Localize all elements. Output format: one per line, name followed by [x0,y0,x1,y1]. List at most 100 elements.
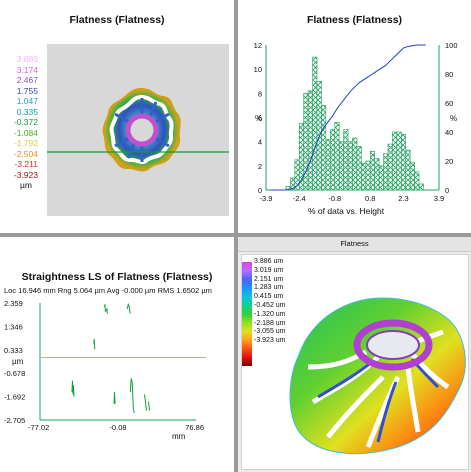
legend-value: 1.047 [16,96,38,106]
y-tick-label: -1.692 [4,393,25,402]
colorbar-label: -2.188 um [254,319,286,327]
y-tick-label: -0.678 [4,369,25,378]
unit-label: µm [12,357,24,366]
legend-value: -2.504 [13,148,38,159]
histogram-bar [400,134,407,191]
straightness-chart: 2.359 1.346 0.333 -0.678 -1.692 -2.705-77.02 -… [4,299,206,432]
colorbar-label: 3.886 um [254,258,284,265]
histogram-bar [361,163,367,191]
flatness-map-image [47,87,229,172]
histogram-bar [347,141,353,191]
histogram-bar [307,90,313,191]
x-tick-label: -77.02 [28,423,49,432]
3d-colorbar [242,262,252,366]
histogram-bar [418,183,424,191]
y-tick-label: 10 [254,65,262,74]
colorbar-label: -1.320 um [254,310,286,318]
panel-title: Straightness LS of Flatness (Flatness) [21,271,213,283]
histogram-bar [378,165,384,191]
legend-value: -1.792 [13,138,38,148]
profile-segment [103,304,108,314]
histogram-bar [396,131,402,191]
y-tick-label: 12 [254,41,262,50]
flatness-map-panel: Flatness (Flatness) 3.886 3.174 2.467 1.755… [0,0,234,233]
profile-segment [143,394,147,411]
legend-value: 2.467 [16,75,38,85]
histogram-bar [338,141,344,191]
x-tick-label: 2.3 [398,194,408,203]
histogram-xlabel: % of data vs. Height [308,206,385,216]
histogram-chart: 0 2 4 6 8 10 12 0 20 40 60 80 100 -3.9 -2.4 -0.8 0.8 2.3 3… [254,41,458,203]
panel-title: Flatness (Flatness) [69,14,165,26]
y-tick-label: 0.333 [4,346,23,355]
colorbar-label: 1.283 um [254,284,284,292]
x-tick-label: 0.8 [365,194,375,203]
histogram-bar [374,158,380,191]
panel-title: Flatness [340,239,369,248]
y2-tick-label: 40 [445,128,453,137]
title-bar: Flatness [238,237,471,252]
right-axis-label: % [450,114,458,123]
legend-value: -0.372 [13,117,38,127]
histogram-bar [387,143,393,191]
histogram-bar [383,153,389,191]
y2-tick-label: 80 [445,70,453,79]
colorbar-label: 2.151 um [254,275,284,283]
y-tick-label: 0 [258,186,262,195]
profile-segment [113,392,116,404]
y-tick-label: 6 [258,114,262,123]
y-tick-label: -2.705 [4,416,25,425]
x-tick-label: -3.9 [260,194,273,203]
cumulative-line [270,44,426,191]
legend-value: -3.211 [14,159,38,169]
straightness-panel: Straightness LS of Flatness (Flatness) L… [0,237,234,472]
profile-segment [126,302,131,314]
histogram-bar [330,129,336,191]
y2-tick-label: 60 [445,99,453,108]
3d-surface-image [289,297,466,455]
histogram-bar [365,160,371,191]
histogram-bar [352,137,358,191]
y2-tick-label: 100 [445,41,458,50]
y-tick-label: 4 [258,138,262,147]
y2-tick-label: 0 [445,186,449,195]
profile-segment [93,338,96,350]
histogram-bar [392,131,398,191]
x-tick-label: -0.8 [328,194,341,203]
left-axis-label: % [255,114,263,123]
colorbar-label: -3.923 um [254,337,286,345]
legend-value: -1.084 [13,127,38,138]
flatness-3d-panel: Flatness 3.886 um 3.019 um 2.151 um 1.283 u… [238,237,471,472]
panel-title: Flatness (Flatness) [306,14,403,26]
legend-value: 0.335 [16,106,38,117]
profile-segment [129,378,135,414]
legend-value: -3.923 [13,169,38,180]
histogram-panel: Flatness (Flatness) 0 2 4 6 8 10 12 0 20 40 60 80 10… [238,0,471,233]
y2-tick-label: 20 [445,157,453,166]
histogram-bar [303,93,309,191]
histogram-bar [312,56,318,191]
y-tick-label: 2 [258,162,262,171]
legend-value: 1.755 [16,85,38,96]
histogram-bar [369,151,375,191]
colorbar-label: 3.019 um [254,266,284,274]
histogram-bar [334,122,340,191]
x-tick-label: -2.4 [293,194,306,203]
legend-value: 3.174 [16,64,38,75]
x-tick-label: 3.9 [434,194,444,203]
histogram-bar [321,105,327,191]
y-tick-label: 2.359 [4,299,23,308]
legend-unit: µm [20,180,32,190]
histogram-bar [356,146,362,191]
profile-segment [147,401,151,411]
x-tick-label: 76.86 [185,423,204,432]
colorbar-label: -3.055 um [254,328,286,336]
histogram-bar [405,149,411,191]
profile-stats: Loc 16.946 mm Rng 5.064 µm Avg -0.000 µm… [4,286,212,295]
y-tick-label: 1.346 [4,322,23,331]
profile-xlabel: mm [172,432,186,441]
histogram-bar [414,171,420,191]
histogram-bar [409,161,415,191]
histogram-bar [343,129,349,191]
x-tick-label: -0.08 [109,423,126,432]
